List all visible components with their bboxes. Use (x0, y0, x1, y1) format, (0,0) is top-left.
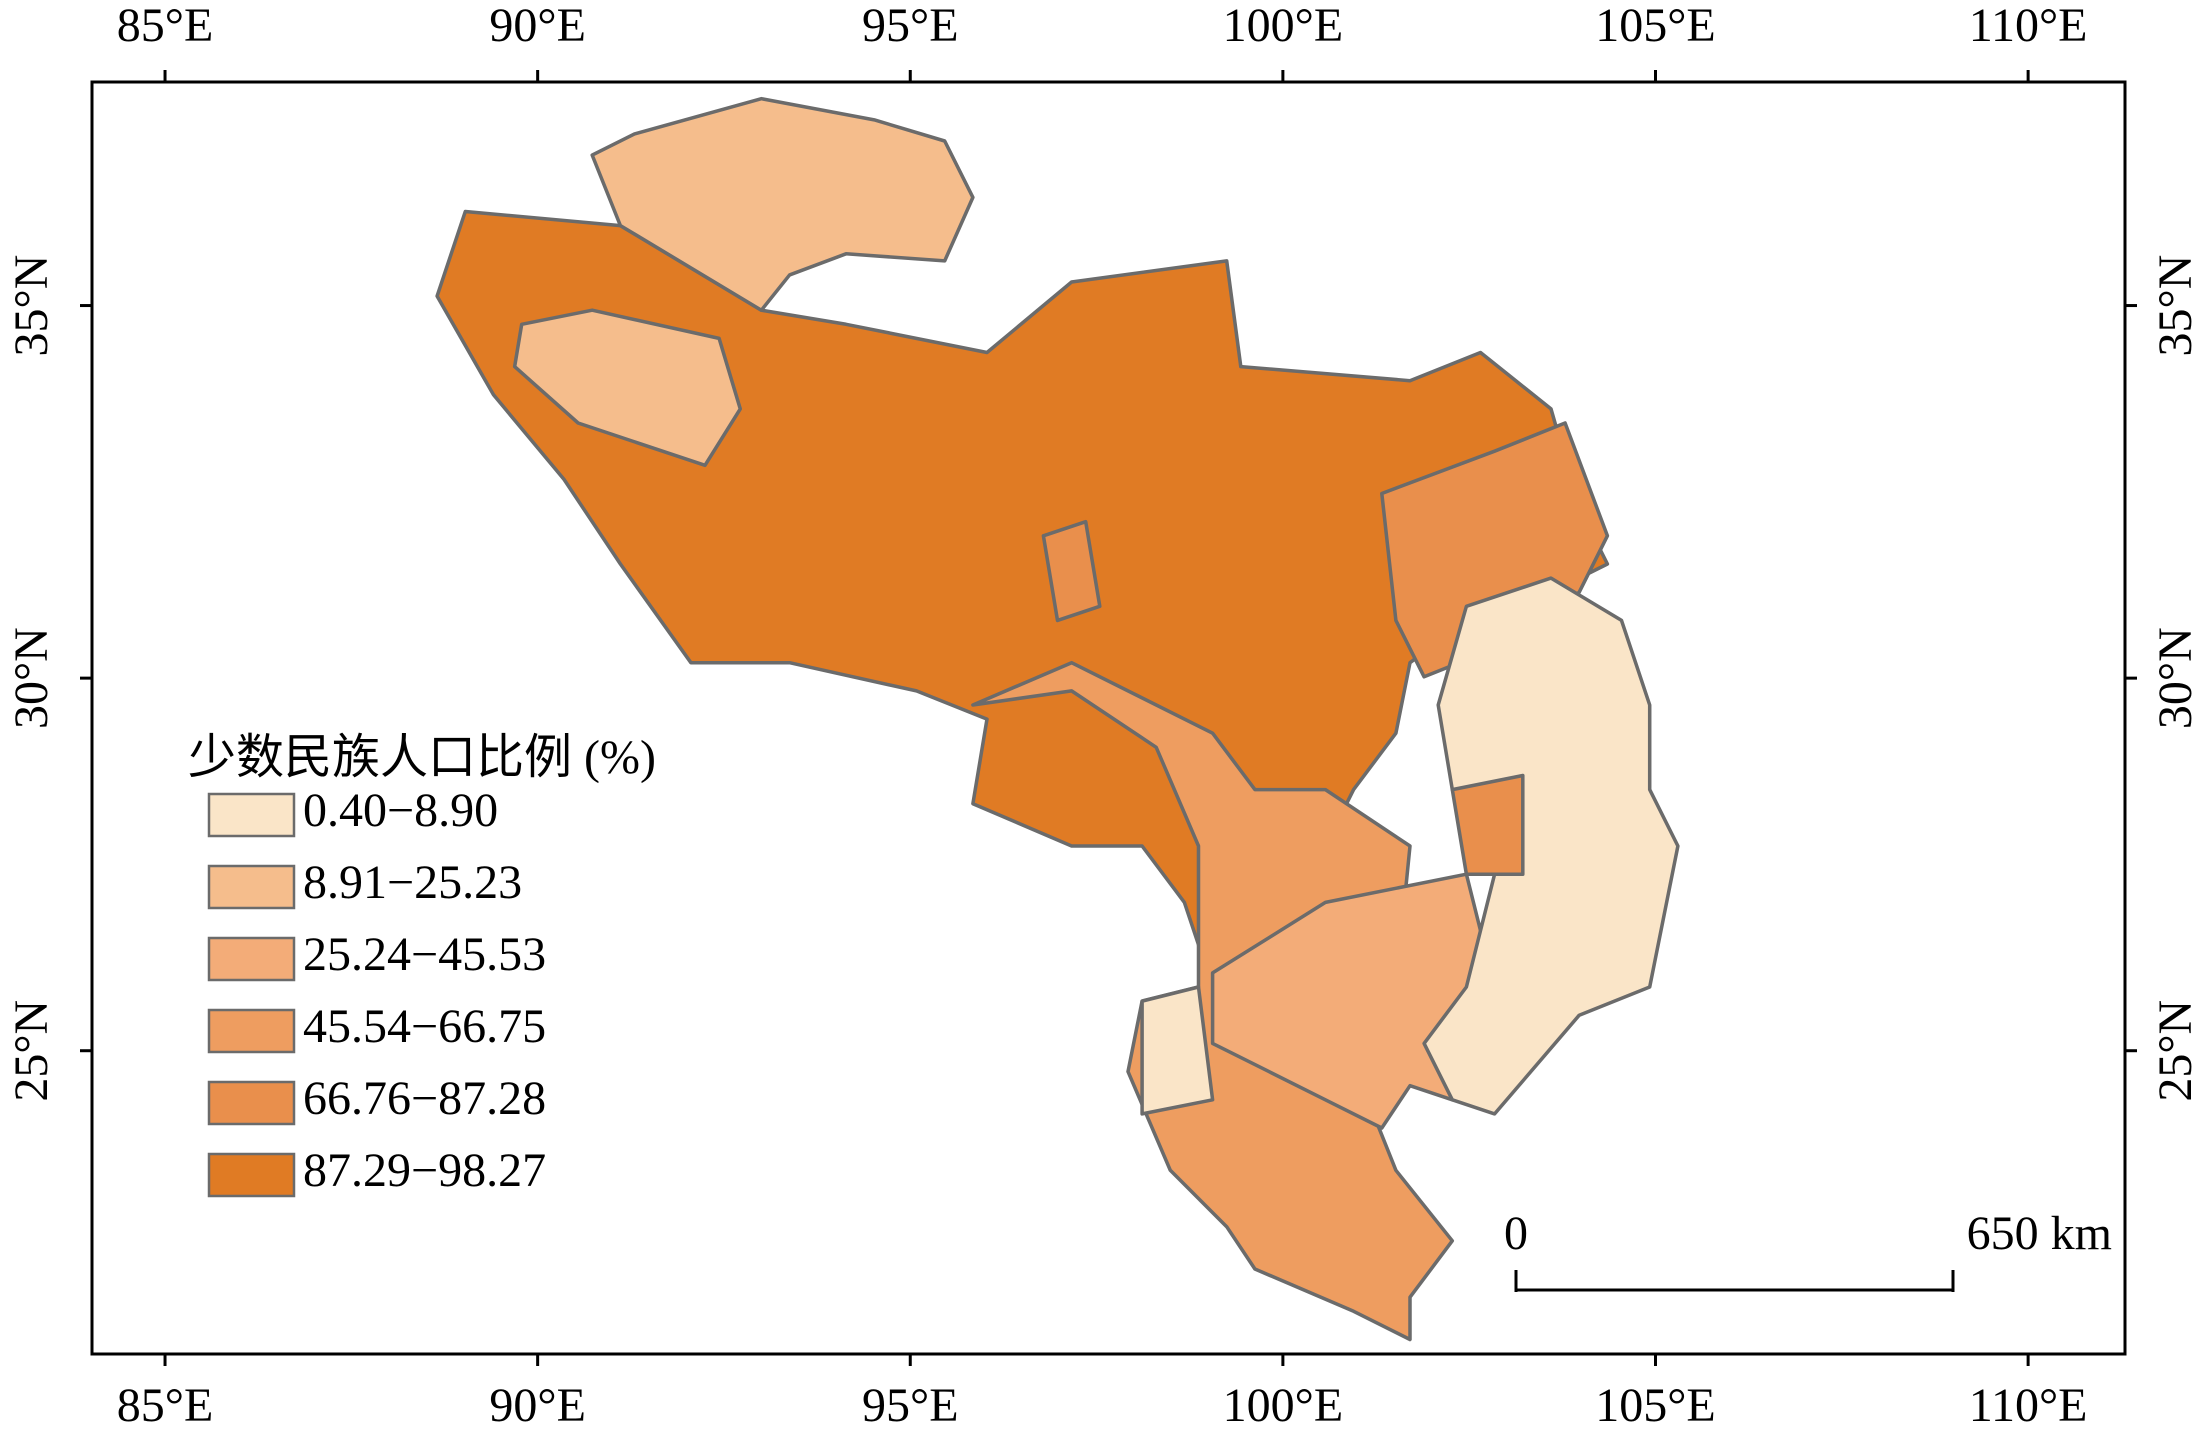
legend-swatch (207, 1008, 296, 1054)
legend-title: 少数民族人口比例 (%) (188, 731, 656, 784)
legend-label: 25.24−45.53 (303, 928, 546, 981)
x-tick-label: 90°E (489, 1379, 586, 1432)
legend-swatch (207, 1080, 296, 1126)
x-tick-label: 105°E (1595, 1379, 1716, 1432)
x-tick-label: 85°E (117, 0, 214, 52)
legend-swatch (207, 936, 296, 982)
x-tick-label: 85°E (117, 1379, 214, 1432)
x-tick-label: 110°E (1969, 0, 2088, 52)
region (1210, 872, 1497, 1130)
legend-swatch (207, 792, 296, 838)
y-tick-label: 25°N (2149, 1000, 2202, 1102)
regions (435, 96, 1680, 1342)
legend-label: 45.54−66.75 (303, 1000, 546, 1053)
region (512, 308, 743, 468)
region (1140, 985, 1215, 1116)
scale-label: 650 km (1967, 1207, 2112, 1260)
y-tick-label: 30°N (5, 627, 58, 729)
y-tick-label: 35°N (2149, 255, 2202, 357)
legend-label: 0.40−8.90 (303, 784, 498, 837)
legend-swatch (207, 1152, 296, 1198)
legend-label: 66.76−87.28 (303, 1072, 546, 1125)
legend-label: 8.91−25.23 (303, 856, 522, 909)
y-tick-label: 25°N (5, 1000, 58, 1102)
x-tick-label: 100°E (1223, 1379, 1344, 1432)
x-tick-label: 95°E (862, 1379, 959, 1432)
x-tick-label: 90°E (489, 0, 586, 52)
x-tick-label: 95°E (862, 0, 959, 52)
x-tick-label: 110°E (1969, 1379, 2088, 1432)
legend-swatch (207, 864, 296, 910)
legend-label: 87.29−98.27 (303, 1144, 546, 1197)
region (1041, 519, 1102, 623)
region (590, 96, 975, 312)
y-tick-label: 35°N (5, 255, 58, 357)
x-tick-label: 105°E (1595, 0, 1716, 52)
x-tick-label: 100°E (1223, 0, 1344, 52)
scale-label: 0 (1504, 1207, 1528, 1260)
y-tick-label: 30°N (2149, 627, 2202, 729)
region (1380, 421, 1610, 679)
region (1450, 773, 1525, 876)
